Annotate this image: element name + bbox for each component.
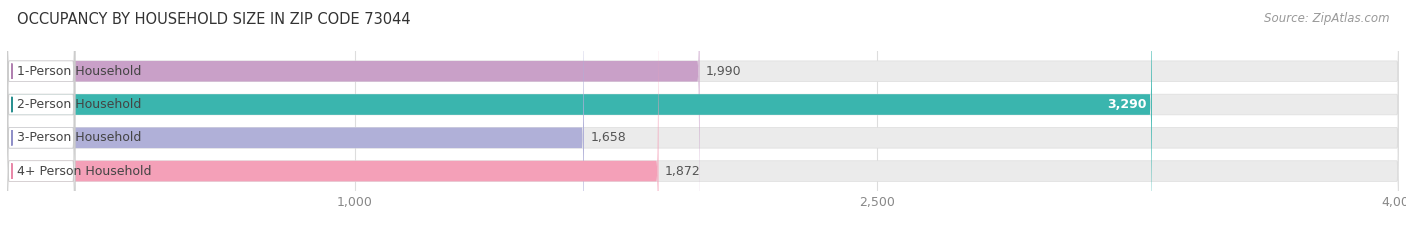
FancyBboxPatch shape: [7, 0, 75, 233]
Text: 3-Person Household: 3-Person Household: [17, 131, 141, 144]
Text: OCCUPANCY BY HOUSEHOLD SIZE IN ZIP CODE 73044: OCCUPANCY BY HOUSEHOLD SIZE IN ZIP CODE …: [17, 12, 411, 27]
FancyBboxPatch shape: [7, 0, 75, 233]
Text: 4+ Person Household: 4+ Person Household: [17, 164, 152, 178]
FancyBboxPatch shape: [7, 0, 700, 233]
FancyBboxPatch shape: [7, 0, 1399, 233]
Text: 1,658: 1,658: [591, 131, 626, 144]
Text: Source: ZipAtlas.com: Source: ZipAtlas.com: [1264, 12, 1389, 25]
FancyBboxPatch shape: [7, 0, 1399, 233]
FancyBboxPatch shape: [7, 0, 75, 233]
Text: 1,872: 1,872: [665, 164, 700, 178]
Text: 3,290: 3,290: [1107, 98, 1147, 111]
FancyBboxPatch shape: [7, 0, 1152, 233]
Text: 1,990: 1,990: [706, 65, 741, 78]
FancyBboxPatch shape: [7, 0, 75, 233]
FancyBboxPatch shape: [7, 0, 1399, 233]
FancyBboxPatch shape: [7, 0, 1399, 233]
FancyBboxPatch shape: [7, 0, 658, 233]
Text: 2-Person Household: 2-Person Household: [17, 98, 141, 111]
FancyBboxPatch shape: [7, 0, 583, 233]
Text: 1-Person Household: 1-Person Household: [17, 65, 141, 78]
